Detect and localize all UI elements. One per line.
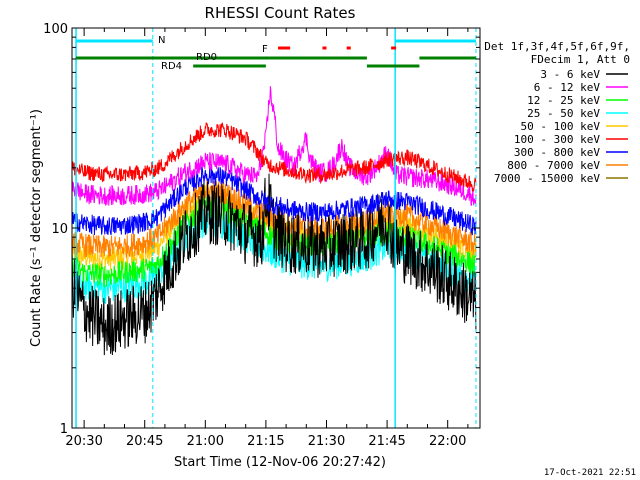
y-axis-label: Count Rate (s⁻¹ detector segment⁻¹) <box>29 109 44 347</box>
legend-entry-label: 6 - 12 keV <box>534 81 601 94</box>
axis-layer: 20:30 20:45 21:00 21:15 21:30 21:45 22:00 1 10 10… <box>43 22 480 449</box>
legend-entry-label: 100 - 300 keV <box>514 133 600 146</box>
y-tick-label: 10 <box>51 222 68 237</box>
legend-entry-label: 25 - 50 keV <box>527 107 600 120</box>
chart-title: RHESSI Count Rates <box>205 4 356 22</box>
series-300-800-kev-line <box>72 165 477 236</box>
legend-entry-label: 50 - 100 keV <box>521 120 601 133</box>
x-tick-label: 20:30 <box>65 434 102 449</box>
series-layer <box>72 86 477 356</box>
x-tick-label: 21:15 <box>247 434 284 449</box>
legend: Det 1f,3f,4f,5f,6f,9f,FDecim 1, Att 0 3 -… <box>484 40 630 185</box>
legend-entry-label: 3 - 6 keV <box>540 68 600 81</box>
x-tick-label: 21:00 <box>187 434 224 449</box>
overlay-layer: N RD0 RD4 F <box>75 28 477 428</box>
x-axis-label: Start Time (12-Nov-06 20:27:42) <box>174 455 386 470</box>
bar-label-n: N <box>158 35 165 46</box>
legend-header-line: FDecim 1, Att 0 <box>531 53 630 66</box>
x-tick-label: 22:00 <box>429 434 466 449</box>
x-tick-label: 21:45 <box>368 434 405 449</box>
legend-entry-label: 300 - 800 keV <box>514 146 600 159</box>
legend-entry-label: 800 - 7000 keV <box>507 159 600 172</box>
x-tick-label: 21:30 <box>308 434 345 449</box>
legend-entry-label: 7000 - 15000 keV <box>494 172 600 185</box>
bar-label-rd4: RD4 <box>161 61 182 72</box>
legend-header-line: Det 1f,3f,4f,5f,6f,9f, <box>484 40 630 53</box>
series-100-300-kev-line <box>72 122 477 193</box>
y-tick-label: 1 <box>60 422 68 437</box>
bar-label-rd0: RD0 <box>196 52 217 63</box>
bar-label-f: F <box>262 44 268 55</box>
legend-entry-label: 12 - 25 keV <box>527 94 600 107</box>
series-6-12-kev-line <box>72 86 477 207</box>
y-tick-label: 100 <box>43 22 68 37</box>
x-tick-label: 20:45 <box>126 434 163 449</box>
series-3-6-kev-line <box>72 173 477 356</box>
timestamp: 17-Oct-2021 22:51 <box>544 468 636 478</box>
